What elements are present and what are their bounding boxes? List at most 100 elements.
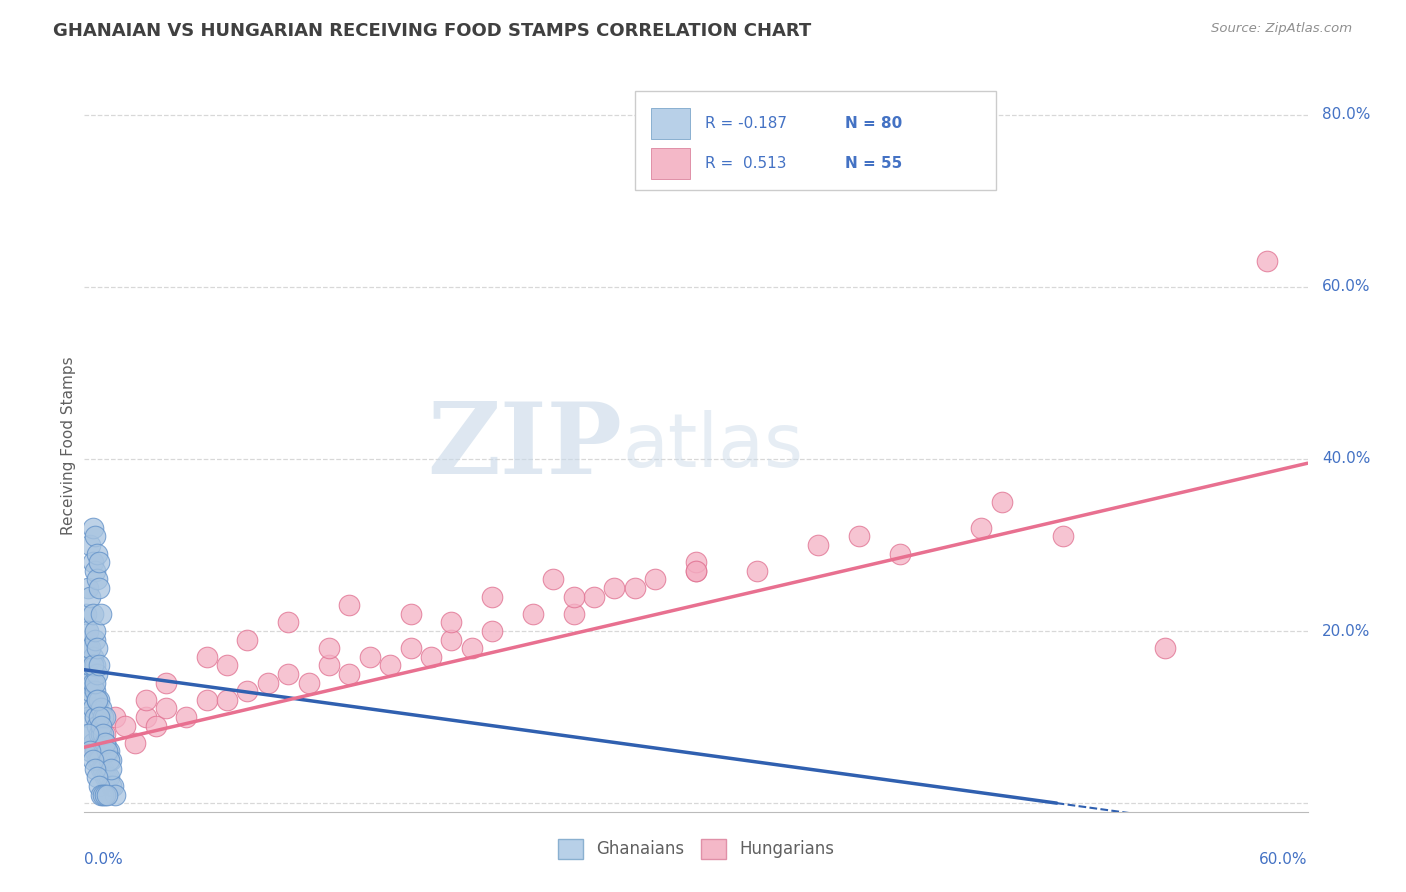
- Point: [82, 701, 104, 715]
- Point: [82, 607, 104, 621]
- Point: [79, 744, 101, 758]
- Point: [75, 693, 97, 707]
- Point: [114, 719, 136, 733]
- Point: [87, 693, 110, 707]
- Point: [1154, 641, 1177, 656]
- Point: [174, 710, 197, 724]
- Point: [543, 573, 565, 587]
- Point: [93, 727, 115, 741]
- Point: [86, 693, 108, 707]
- Point: [82, 658, 104, 673]
- Point: [644, 573, 666, 587]
- Point: [970, 521, 993, 535]
- Point: [195, 649, 218, 664]
- Text: GHANAIAN VS HUNGARIAN RECEIVING FOOD STAMPS CORRELATION CHART: GHANAIAN VS HUNGARIAN RECEIVING FOOD STA…: [53, 22, 811, 40]
- Point: [83, 658, 105, 673]
- Point: [86, 753, 108, 767]
- Point: [440, 632, 463, 647]
- Point: [90, 762, 112, 776]
- Point: [83, 762, 105, 776]
- Point: [77, 710, 100, 724]
- Y-axis label: Receiving Food Stamps: Receiving Food Stamps: [60, 357, 76, 535]
- Point: [83, 529, 105, 543]
- Point: [87, 753, 110, 767]
- Point: [461, 641, 484, 656]
- Point: [82, 736, 104, 750]
- Point: [380, 658, 402, 673]
- Point: [83, 632, 105, 647]
- Point: [318, 641, 340, 656]
- Text: N = 80: N = 80: [845, 116, 903, 131]
- Point: [93, 736, 115, 750]
- Point: [339, 667, 361, 681]
- Point: [79, 538, 101, 552]
- Point: [96, 788, 118, 802]
- Point: [135, 710, 157, 724]
- Point: [82, 521, 104, 535]
- Point: [86, 667, 108, 681]
- Text: 20.0%: 20.0%: [1322, 624, 1371, 639]
- Point: [889, 547, 911, 561]
- Point: [101, 779, 124, 793]
- Point: [91, 727, 114, 741]
- Point: [83, 564, 105, 578]
- Point: [87, 710, 110, 724]
- Point: [79, 727, 101, 741]
- Point: [97, 770, 120, 784]
- Point: [685, 564, 707, 578]
- FancyBboxPatch shape: [636, 91, 995, 190]
- Point: [399, 641, 422, 656]
- Text: 80.0%: 80.0%: [1322, 107, 1371, 122]
- Point: [93, 736, 115, 750]
- Point: [82, 675, 104, 690]
- Text: ZIP: ZIP: [427, 398, 623, 494]
- Point: [277, 667, 299, 681]
- Point: [420, 649, 443, 664]
- Text: R = -0.187: R = -0.187: [704, 116, 786, 131]
- Point: [79, 590, 101, 604]
- Text: Source: ZipAtlas.com: Source: ZipAtlas.com: [1212, 22, 1353, 36]
- Point: [77, 675, 100, 690]
- Point: [83, 744, 105, 758]
- Point: [83, 710, 105, 724]
- Point: [93, 770, 115, 784]
- Point: [77, 624, 100, 638]
- Point: [217, 658, 239, 673]
- Point: [79, 684, 101, 698]
- Point: [747, 564, 769, 578]
- Point: [86, 573, 108, 587]
- Point: [339, 598, 361, 612]
- Point: [87, 727, 110, 741]
- Point: [1256, 254, 1278, 268]
- Point: [97, 753, 120, 767]
- Point: [257, 675, 280, 690]
- Point: [100, 753, 122, 767]
- Point: [135, 693, 157, 707]
- Point: [100, 779, 122, 793]
- Point: [82, 649, 104, 664]
- Text: 40.0%: 40.0%: [1322, 451, 1371, 467]
- Point: [79, 658, 101, 673]
- Point: [562, 607, 585, 621]
- Point: [91, 736, 114, 750]
- Point: [96, 744, 118, 758]
- Point: [217, 693, 239, 707]
- Point: [522, 607, 544, 621]
- Point: [145, 719, 167, 733]
- Text: 60.0%: 60.0%: [1322, 279, 1371, 294]
- Point: [83, 675, 105, 690]
- Text: 0.0%: 0.0%: [84, 852, 124, 867]
- Point: [104, 710, 127, 724]
- Point: [298, 675, 321, 690]
- Point: [96, 744, 118, 758]
- Point: [318, 658, 340, 673]
- Point: [624, 581, 647, 595]
- Point: [236, 684, 259, 698]
- Point: [440, 615, 463, 630]
- Point: [91, 788, 114, 802]
- Point: [991, 495, 1014, 509]
- Point: [155, 675, 177, 690]
- Point: [87, 779, 110, 793]
- Point: [90, 607, 112, 621]
- Point: [87, 555, 110, 569]
